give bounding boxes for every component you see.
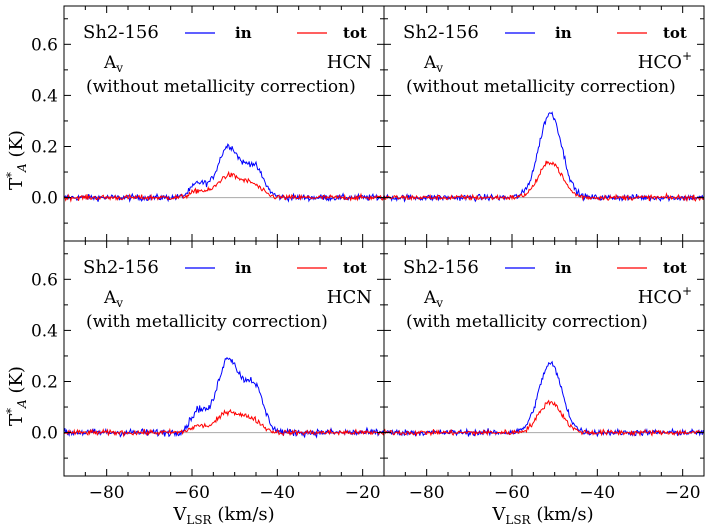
x-tick-label: −60 [494,483,530,503]
molecule-label: HCN [327,52,372,73]
av-label: Av [103,53,123,75]
legend-label-tot: tot [343,259,367,277]
legend-label-in: in [555,24,572,42]
molecule-label: HCO+ [638,49,692,73]
y-tick-label: 0.0 [31,424,58,444]
x-tick-label: −20 [665,483,701,503]
series-tot [384,160,704,203]
y-tick-label: 0.4 [31,86,58,106]
legend-label-tot: tot [343,24,367,42]
x-tick-label: −40 [579,483,615,503]
legend-label-in: in [235,24,252,42]
x-tick-label: −40 [259,483,295,503]
source-label: Sh2-156 [83,22,159,43]
x-tick-label: −80 [409,483,445,503]
x-tick-label: −60 [174,483,210,503]
series-tot [64,408,384,438]
source-label: Sh2-156 [83,257,159,278]
molecule-label: HCO+ [638,284,692,308]
legend-label-in: in [235,259,252,277]
series-in [384,360,704,438]
y-axis-title-top: T*A (K) [4,130,29,190]
y-tick-label: 0.6 [31,35,58,55]
metallicity-note: (without metallicity correction) [86,77,356,97]
series-tot [64,170,384,203]
legend-label-tot: tot [663,24,687,42]
metallicity-note: (with metallicity correction) [86,312,328,332]
x-tick-label: −80 [89,483,125,503]
panel-top-left: 0.0 0.2 0.4 0.6 Sh2-156 in tot Av HCN (without me… [31,5,385,242]
metallicity-note: (with metallicity correction) [406,312,648,332]
panel-bottom-right: −80 −60 −40 −20 Sh2-156 in tot Av HCO+ (with meta… [383,240,705,503]
y-tick-label: 0.2 [31,372,58,392]
y-tick-label: 0.4 [31,321,58,341]
legend-label-in: in [555,259,572,277]
svg-text:T*A (K): T*A (K) [4,130,29,190]
metallicity-note: (without metallicity correction) [406,77,676,97]
y-axis-title-bottom: T*A (K) [4,366,29,426]
series-in [384,111,704,203]
legend-label-tot: tot [663,259,687,277]
source-label: Sh2-156 [403,22,479,43]
y-tick-label: 0.2 [31,137,58,157]
av-label: Av [423,288,443,310]
panel-top-right: Sh2-156 in tot Av HCO+ (without metallicity c… [383,5,705,242]
x-axis-title-right: VLSR (km/s) [491,504,593,527]
molecule-label: HCN [327,287,372,308]
axes-frame [383,240,705,477]
svg-text:T*A (K): T*A (K) [4,366,29,426]
av-label: Av [423,53,443,75]
panel-bottom-left: 0.0 0.2 0.4 0.6 −80 −60 −40 −20 Sh2-156 in tot Av HC… [31,240,385,503]
x-axis-title-left: VLSR (km/s) [172,504,274,527]
series-in [64,356,384,439]
av-label: Av [103,288,123,310]
series-tot [384,399,704,437]
x-tick-label: −20 [345,483,381,503]
y-tick-label: 0.0 [31,189,58,209]
series-in [64,143,384,203]
source-label: Sh2-156 [403,257,479,278]
y-tick-label: 0.6 [31,270,58,290]
